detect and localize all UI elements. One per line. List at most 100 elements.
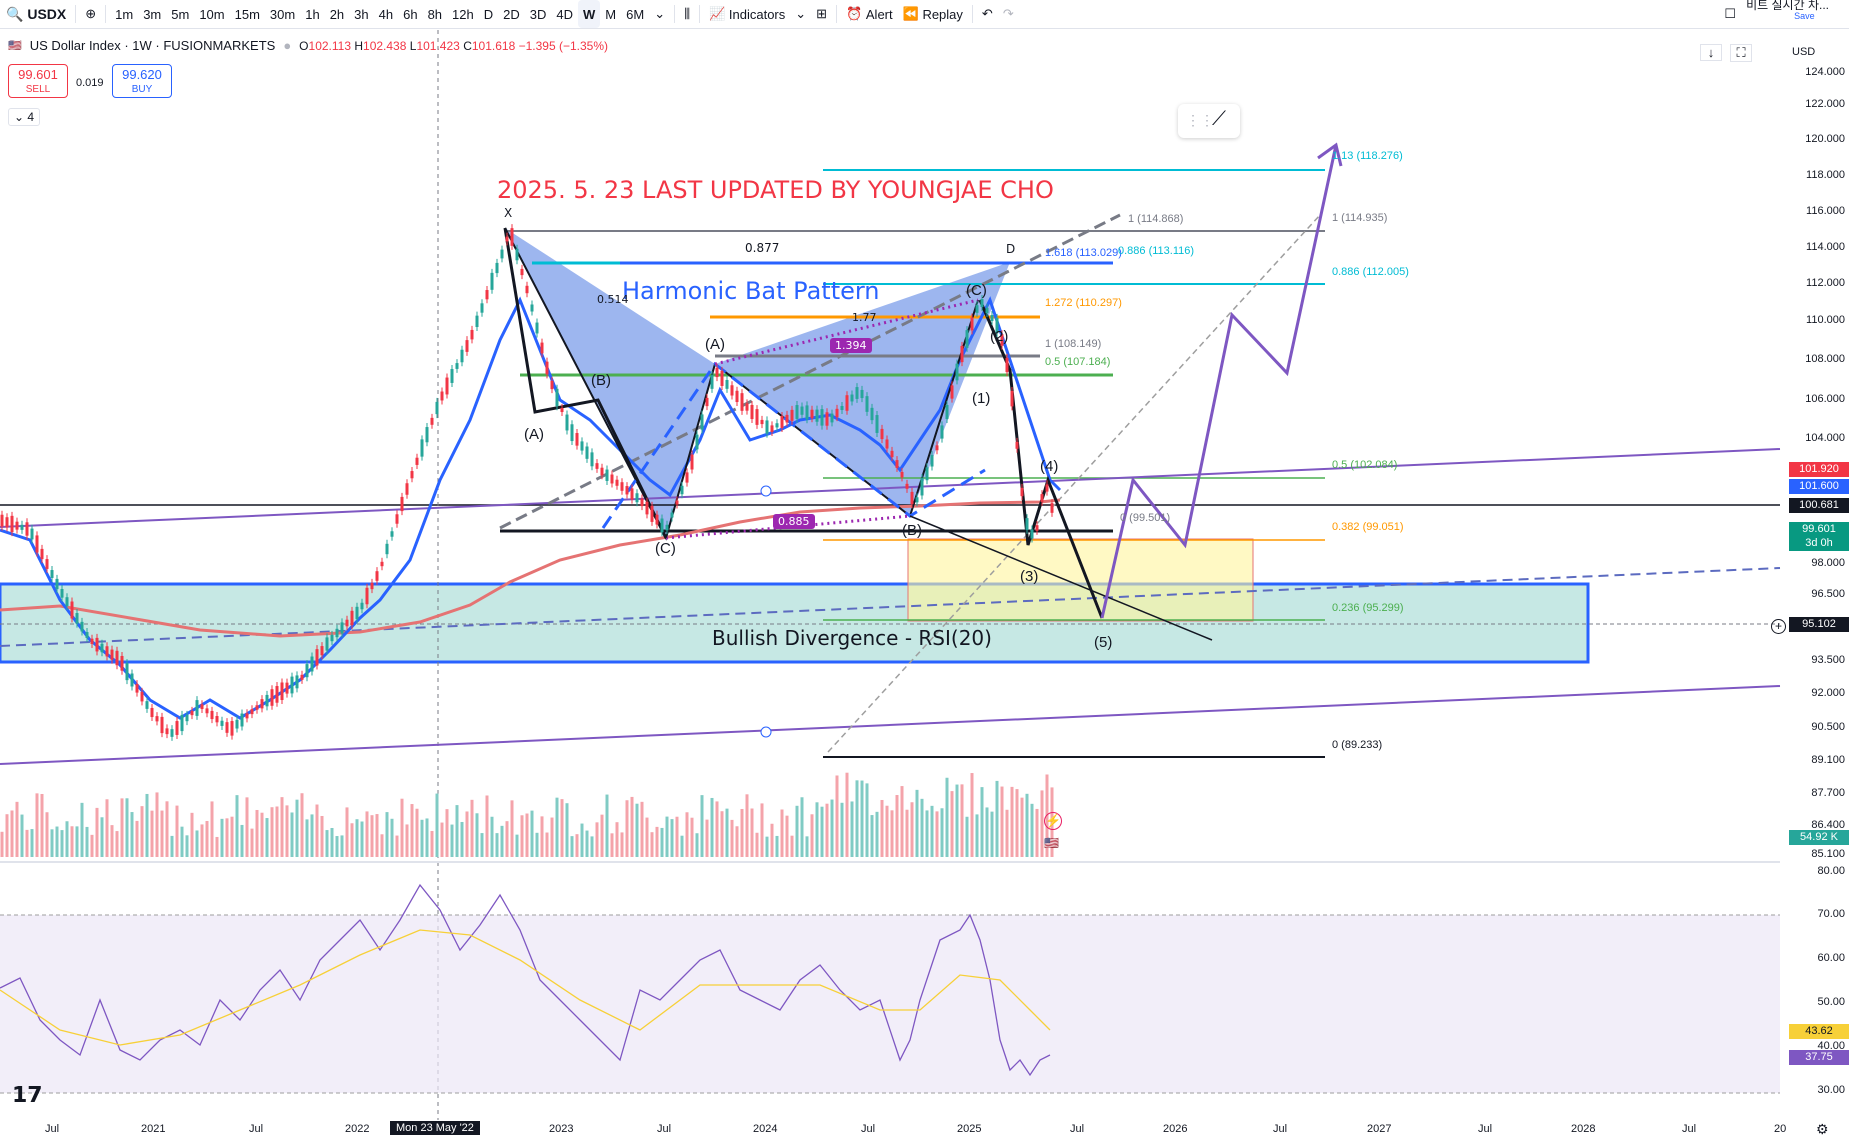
- buy-button[interactable]: 99.620 BUY: [112, 64, 172, 98]
- fullscreen-icon[interactable]: ⛶: [1730, 44, 1752, 62]
- volume-bar: [690, 817, 694, 857]
- layout-grid-icon[interactable]: ⊞: [816, 6, 828, 21]
- interval-2D[interactable]: 2D: [503, 6, 520, 22]
- tradingview-logo-icon[interactable]: 𝟭𝟳: [12, 1082, 43, 1107]
- volume-bar: [450, 824, 454, 857]
- interval-1h[interactable]: 1h: [305, 6, 320, 22]
- trendline-tool-icon[interactable]: ⟋: [1212, 108, 1226, 130]
- volume-bar: [945, 777, 949, 857]
- wave-label: (1): [972, 390, 991, 407]
- currency-label[interactable]: USD: [1792, 46, 1816, 58]
- interval-5m[interactable]: 5m: [171, 6, 190, 22]
- interval-W[interactable]: W: [578, 0, 601, 28]
- interval-8h[interactable]: 8h: [427, 6, 443, 22]
- interval-10m[interactable]: 10m: [199, 6, 225, 22]
- layout-square-icon[interactable]: ☐: [1724, 6, 1737, 21]
- lightning-icon[interactable]: ⚡: [1044, 812, 1062, 830]
- wave-trend: [909, 515, 1213, 641]
- symbol-title[interactable]: US Dollar Index · 1W · FUSIONMARKETS: [29, 38, 276, 53]
- interval-4h[interactable]: 4h: [378, 6, 394, 22]
- interval-30m[interactable]: 30m: [269, 6, 296, 22]
- visibility-dot-icon[interactable]: ●: [283, 38, 292, 53]
- volume-bar: [320, 815, 324, 857]
- volume-bar: [290, 812, 294, 857]
- scroll-down-icon[interactable]: ↓: [1700, 44, 1722, 61]
- legend: 🇺🇸 US Dollar Index · 1W · FUSIONMARKETS …: [8, 38, 608, 53]
- price-axis[interactable]: 124.000 122.000 120.000 118.000 116.000 …: [1783, 60, 1849, 1130]
- volume-bar: [140, 806, 144, 857]
- price-tick: 124.000: [1805, 66, 1845, 78]
- fib-label: 1.13 (118.276): [1332, 150, 1403, 162]
- fib-label: 1 (114.868): [1128, 213, 1184, 225]
- volume-bar: [700, 795, 704, 857]
- rsi-tag: 37.75: [1789, 1050, 1849, 1065]
- price-tag: 95.102: [1789, 617, 1849, 632]
- redo-icon[interactable]: ↷: [1002, 6, 1014, 21]
- indicators-button[interactable]: 📈 Indicators: [704, 0, 790, 28]
- compare-add-icon[interactable]: ⊕: [85, 6, 97, 21]
- price-tick: 93.500: [1811, 654, 1845, 666]
- trendline-dashed: [0, 567, 1781, 647]
- chevron-down-icon[interactable]: ⌄: [795, 6, 807, 21]
- collapse-indicators-button[interactable]: ⌄ 4: [8, 108, 41, 126]
- divider: [971, 5, 973, 23]
- rsi-tick: 60.00: [1817, 952, 1845, 964]
- sell-label: SELL: [25, 84, 51, 95]
- interval-6M[interactable]: 6M: [626, 6, 645, 22]
- drag-handle-icon[interactable]: ⋮⋮: [1186, 112, 1214, 128]
- chevron-down-icon[interactable]: ⌄: [654, 6, 666, 21]
- headline-annotation[interactable]: 2025. 5. 23 LAST UPDATED BY YOUNGJAE CHO: [497, 176, 1054, 204]
- volume-bar: [965, 816, 969, 857]
- spread-value: 0.019: [76, 77, 104, 89]
- interval-6h[interactable]: 6h: [403, 6, 418, 22]
- volume-bar: [215, 836, 219, 857]
- add-price-icon[interactable]: +: [1771, 619, 1786, 634]
- floating-drawing-toolbar[interactable]: ⋮⋮ ⟋: [1178, 104, 1240, 138]
- wave-label: (5): [1094, 634, 1113, 651]
- interval-3m[interactable]: 3m: [143, 6, 162, 22]
- alert-button[interactable]: ⏰ Alert: [841, 0, 898, 28]
- interval-D[interactable]: D: [483, 6, 494, 22]
- volume-bar: [5, 814, 9, 857]
- volume-bar: [655, 826, 659, 857]
- interval-15m[interactable]: 15m: [234, 6, 260, 22]
- price-tick: 92.000: [1811, 687, 1845, 699]
- fib-label: 0.886 (112.005): [1332, 266, 1409, 278]
- volume-bar: [955, 784, 959, 857]
- interval-3h[interactable]: 3h: [354, 6, 369, 22]
- settings-gear-icon[interactable]: ⚙: [1816, 1121, 1829, 1137]
- divergence-annotation[interactable]: Bullish Divergence - RSI(20): [712, 626, 992, 650]
- volume-bar: [500, 825, 504, 857]
- symbol-search-icon[interactable]: 🔍 USDX: [6, 5, 67, 23]
- price-tick: 116.000: [1806, 205, 1845, 217]
- time-tick: 2026: [1163, 1123, 1188, 1135]
- interval-2h[interactable]: 2h: [329, 6, 345, 22]
- volume-bar: [510, 800, 514, 857]
- volume-bar: [455, 805, 459, 857]
- undo-icon[interactable]: ↶: [981, 6, 993, 21]
- interval-4D[interactable]: 4D: [556, 6, 573, 22]
- volume-bar: [170, 835, 174, 857]
- interval-3D[interactable]: 3D: [529, 6, 547, 22]
- candles-chart-type-icon[interactable]: ⫼: [684, 6, 691, 21]
- layout-name-button[interactable]: 비트 실시간 차... Save: [1741, 0, 1849, 28]
- time-axis[interactable]: Jul 2021 Jul 2022 Mon 23 May '22 2023 Ju…: [0, 1120, 1786, 1140]
- interval-1m[interactable]: 1m: [115, 6, 134, 22]
- volume-bar: [480, 833, 484, 857]
- price-tick: 110.000: [1806, 314, 1845, 326]
- layout-name: 비트 실시간 차...: [1746, 0, 1829, 12]
- volume-bar: [695, 833, 699, 857]
- time-tick: Jul: [45, 1123, 60, 1135]
- volume-bar: [540, 816, 544, 857]
- volume-bar: [660, 827, 664, 857]
- interval-M[interactable]: M: [605, 6, 617, 22]
- volume-bar: [710, 797, 714, 857]
- interval-12h[interactable]: 12h: [452, 6, 474, 22]
- volume-bar: [250, 828, 254, 857]
- replay-button[interactable]: ⏪ Replay: [898, 0, 968, 28]
- pattern-annotation[interactable]: Harmonic Bat Pattern: [622, 277, 880, 305]
- us-flag-event-icon[interactable]: 🇺🇸: [1044, 836, 1059, 850]
- channel-dashed: [499, 213, 1121, 530]
- sell-button[interactable]: 99.601 SELL: [8, 64, 68, 98]
